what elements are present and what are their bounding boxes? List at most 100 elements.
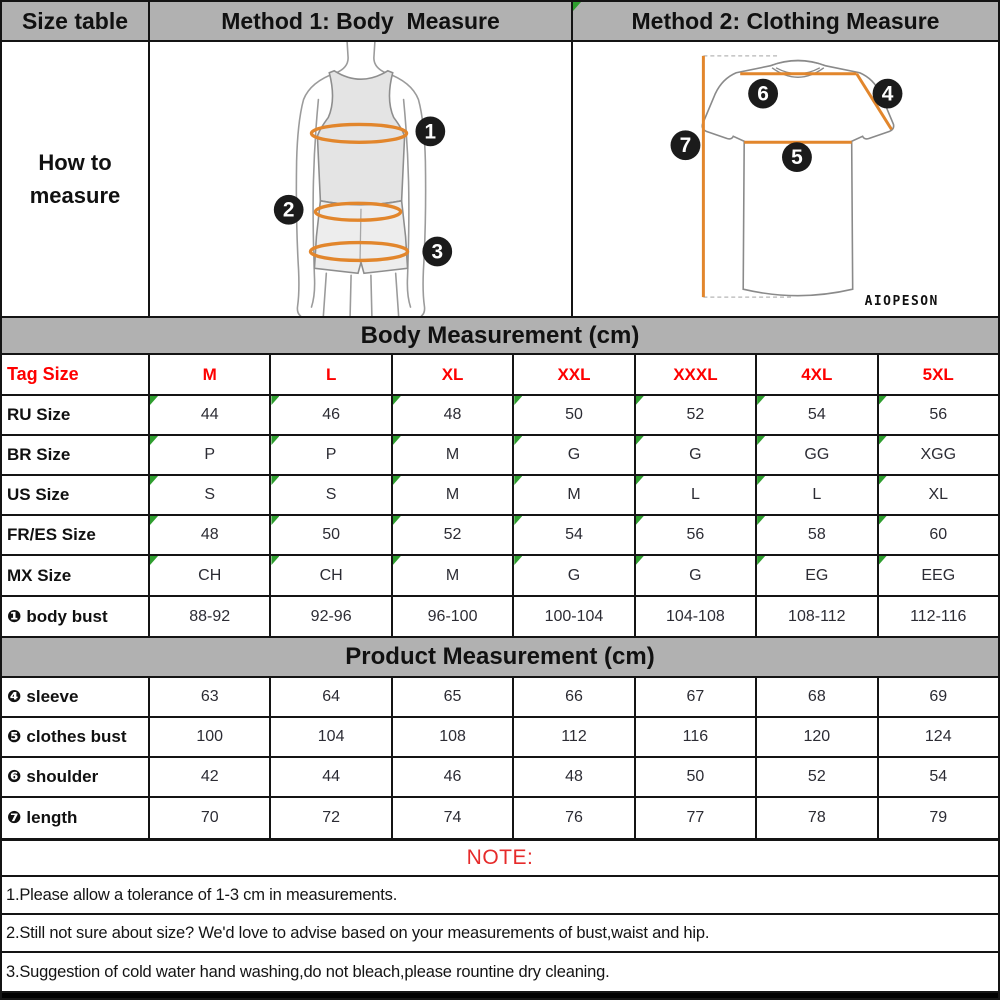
row-label: BR Size <box>2 436 150 474</box>
cell: L <box>636 476 758 514</box>
row-us-size: US Size S S M M L L XL <box>2 476 998 516</box>
cell: M <box>393 436 515 474</box>
chest-marker-5: 5 <box>782 142 812 173</box>
cell: 76 <box>514 798 636 838</box>
measure-lines <box>701 55 893 298</box>
circled-7-icon: ❼ <box>7 808 22 827</box>
product-measurement-title: Product Measurement (cm) <box>2 638 998 676</box>
row-label: ❹ sleeve <box>2 678 150 716</box>
cell: 64 <box>271 678 393 716</box>
cell: 66 <box>514 678 636 716</box>
tank-top-shape <box>316 69 406 206</box>
sleeve-marker-4: 4 <box>872 78 903 109</box>
cell: 52 <box>636 396 758 434</box>
row-shoulder: ❻ shoulder 42 44 46 48 50 52 54 <box>2 758 998 798</box>
row-body-bust: ❶ body bust 88-92 92-96 96-100 100-104 1… <box>2 597 998 638</box>
cell: EG <box>757 556 879 595</box>
row-label: MX Size <box>2 556 150 595</box>
size-col-5xl: 5XL <box>922 364 954 384</box>
note-item-3: 3.Suggestion of cold water hand washing,… <box>2 953 998 993</box>
row-label: ❻ shoulder <box>2 758 150 796</box>
cell: 116 <box>636 718 758 756</box>
cell: 77 <box>636 798 758 838</box>
cell: CH <box>150 556 272 595</box>
row-sleeve: ❹ sleeve 63 64 65 66 67 68 69 <box>2 678 998 718</box>
cell: XGG <box>879 436 998 474</box>
bust-marker-1: 1 <box>415 116 446 147</box>
method1-title: Method 1: Body Measure <box>150 2 573 40</box>
cell: 104-108 <box>636 597 758 636</box>
size-col-4xl: 4XL <box>757 355 879 394</box>
cell: GG <box>757 436 879 474</box>
row-label: RU Size <box>2 396 150 434</box>
note-text: 3.Suggestion of cold water hand washing,… <box>6 962 610 981</box>
cell: 50 <box>271 516 393 554</box>
cell: 112-116 <box>910 607 967 625</box>
tshirt-shape <box>701 59 895 297</box>
clothing-measure-illustration: 6 4 7 5 AIOPESON <box>573 42 998 316</box>
svg-text:7: 7 <box>680 134 692 157</box>
cell: 46 <box>271 396 393 434</box>
size-col-m: M <box>150 355 272 394</box>
cell: S <box>150 476 272 514</box>
cell: CH <box>271 556 393 595</box>
cell: 100-104 <box>514 597 636 636</box>
cell: 120 <box>757 718 879 756</box>
cell: 67 <box>636 678 758 716</box>
svg-text:4: 4 <box>882 83 894 106</box>
top-header-row: Size table Method 1: Body Measure Method… <box>2 2 998 42</box>
size-table-title: Size table <box>2 2 150 40</box>
body-measurement-title: Body Measurement (cm) <box>2 318 998 353</box>
size-col-xxxl: XXXL <box>636 355 758 394</box>
svg-text:1: 1 <box>425 120 437 143</box>
cell: 70 <box>150 798 272 838</box>
cell: 44 <box>271 758 393 796</box>
row-br-size: BR Size P P M G G GG XGG <box>2 436 998 476</box>
circled-6-icon: ❻ <box>7 767 22 786</box>
size-col-xl: XL <box>393 355 515 394</box>
cell: XL <box>879 476 998 514</box>
note-item-2: 2.Still not sure about size? We'd love t… <box>2 915 998 953</box>
note-text: 1.Please allow a tolerance of 1-3 cm in … <box>6 885 398 904</box>
cell: 54 <box>757 396 879 434</box>
cell: 68 <box>757 678 879 716</box>
tag-size-label: Tag Size <box>2 355 150 394</box>
cell: 56 <box>636 516 758 554</box>
size-col-l: L <box>271 355 393 394</box>
cell: 108-112 <box>757 597 879 636</box>
svg-text:5: 5 <box>791 146 803 169</box>
cell: G <box>636 436 758 474</box>
body-figure-image: 1 2 3 <box>273 42 453 316</box>
row-label: ❺ clothes bust <box>2 718 150 756</box>
row-label: ❼ length <box>2 798 150 838</box>
shoulder-marker-6: 6 <box>748 78 779 109</box>
cell: 100 <box>150 718 272 756</box>
note-text: 2.Still not sure about size? We'd love t… <box>6 923 710 942</box>
cell: 88-92 <box>150 597 272 636</box>
cell: S <box>271 476 393 514</box>
row-label: US Size <box>2 476 150 514</box>
cell: M <box>393 476 515 514</box>
svg-text:2: 2 <box>283 199 295 222</box>
cell: P <box>271 436 393 474</box>
measure-tape-lines <box>308 122 410 263</box>
product-measurement-band: Product Measurement (cm) <box>2 638 998 678</box>
cell: 48 <box>393 396 515 434</box>
cell: 60 <box>879 516 998 554</box>
svg-text:6: 6 <box>757 83 769 106</box>
length-marker-7: 7 <box>670 130 701 161</box>
row-label: ❶ body bust <box>2 597 150 636</box>
method2-title: Method 2: Clothing Measure <box>573 2 998 40</box>
hip-marker-3: 3 <box>422 236 453 267</box>
cell: 48 <box>150 516 272 554</box>
cell: M <box>393 556 515 595</box>
row-ru-size: RU Size 44 46 48 50 52 54 56 <box>2 396 998 436</box>
cell: 58 <box>757 516 879 554</box>
circled-1-icon: ❶ <box>7 606 22 626</box>
cell: 79 <box>929 809 948 826</box>
cell: EEG <box>879 556 998 595</box>
cell: 50 <box>636 758 758 796</box>
cell: 54 <box>929 768 948 785</box>
cell: G <box>636 556 758 595</box>
